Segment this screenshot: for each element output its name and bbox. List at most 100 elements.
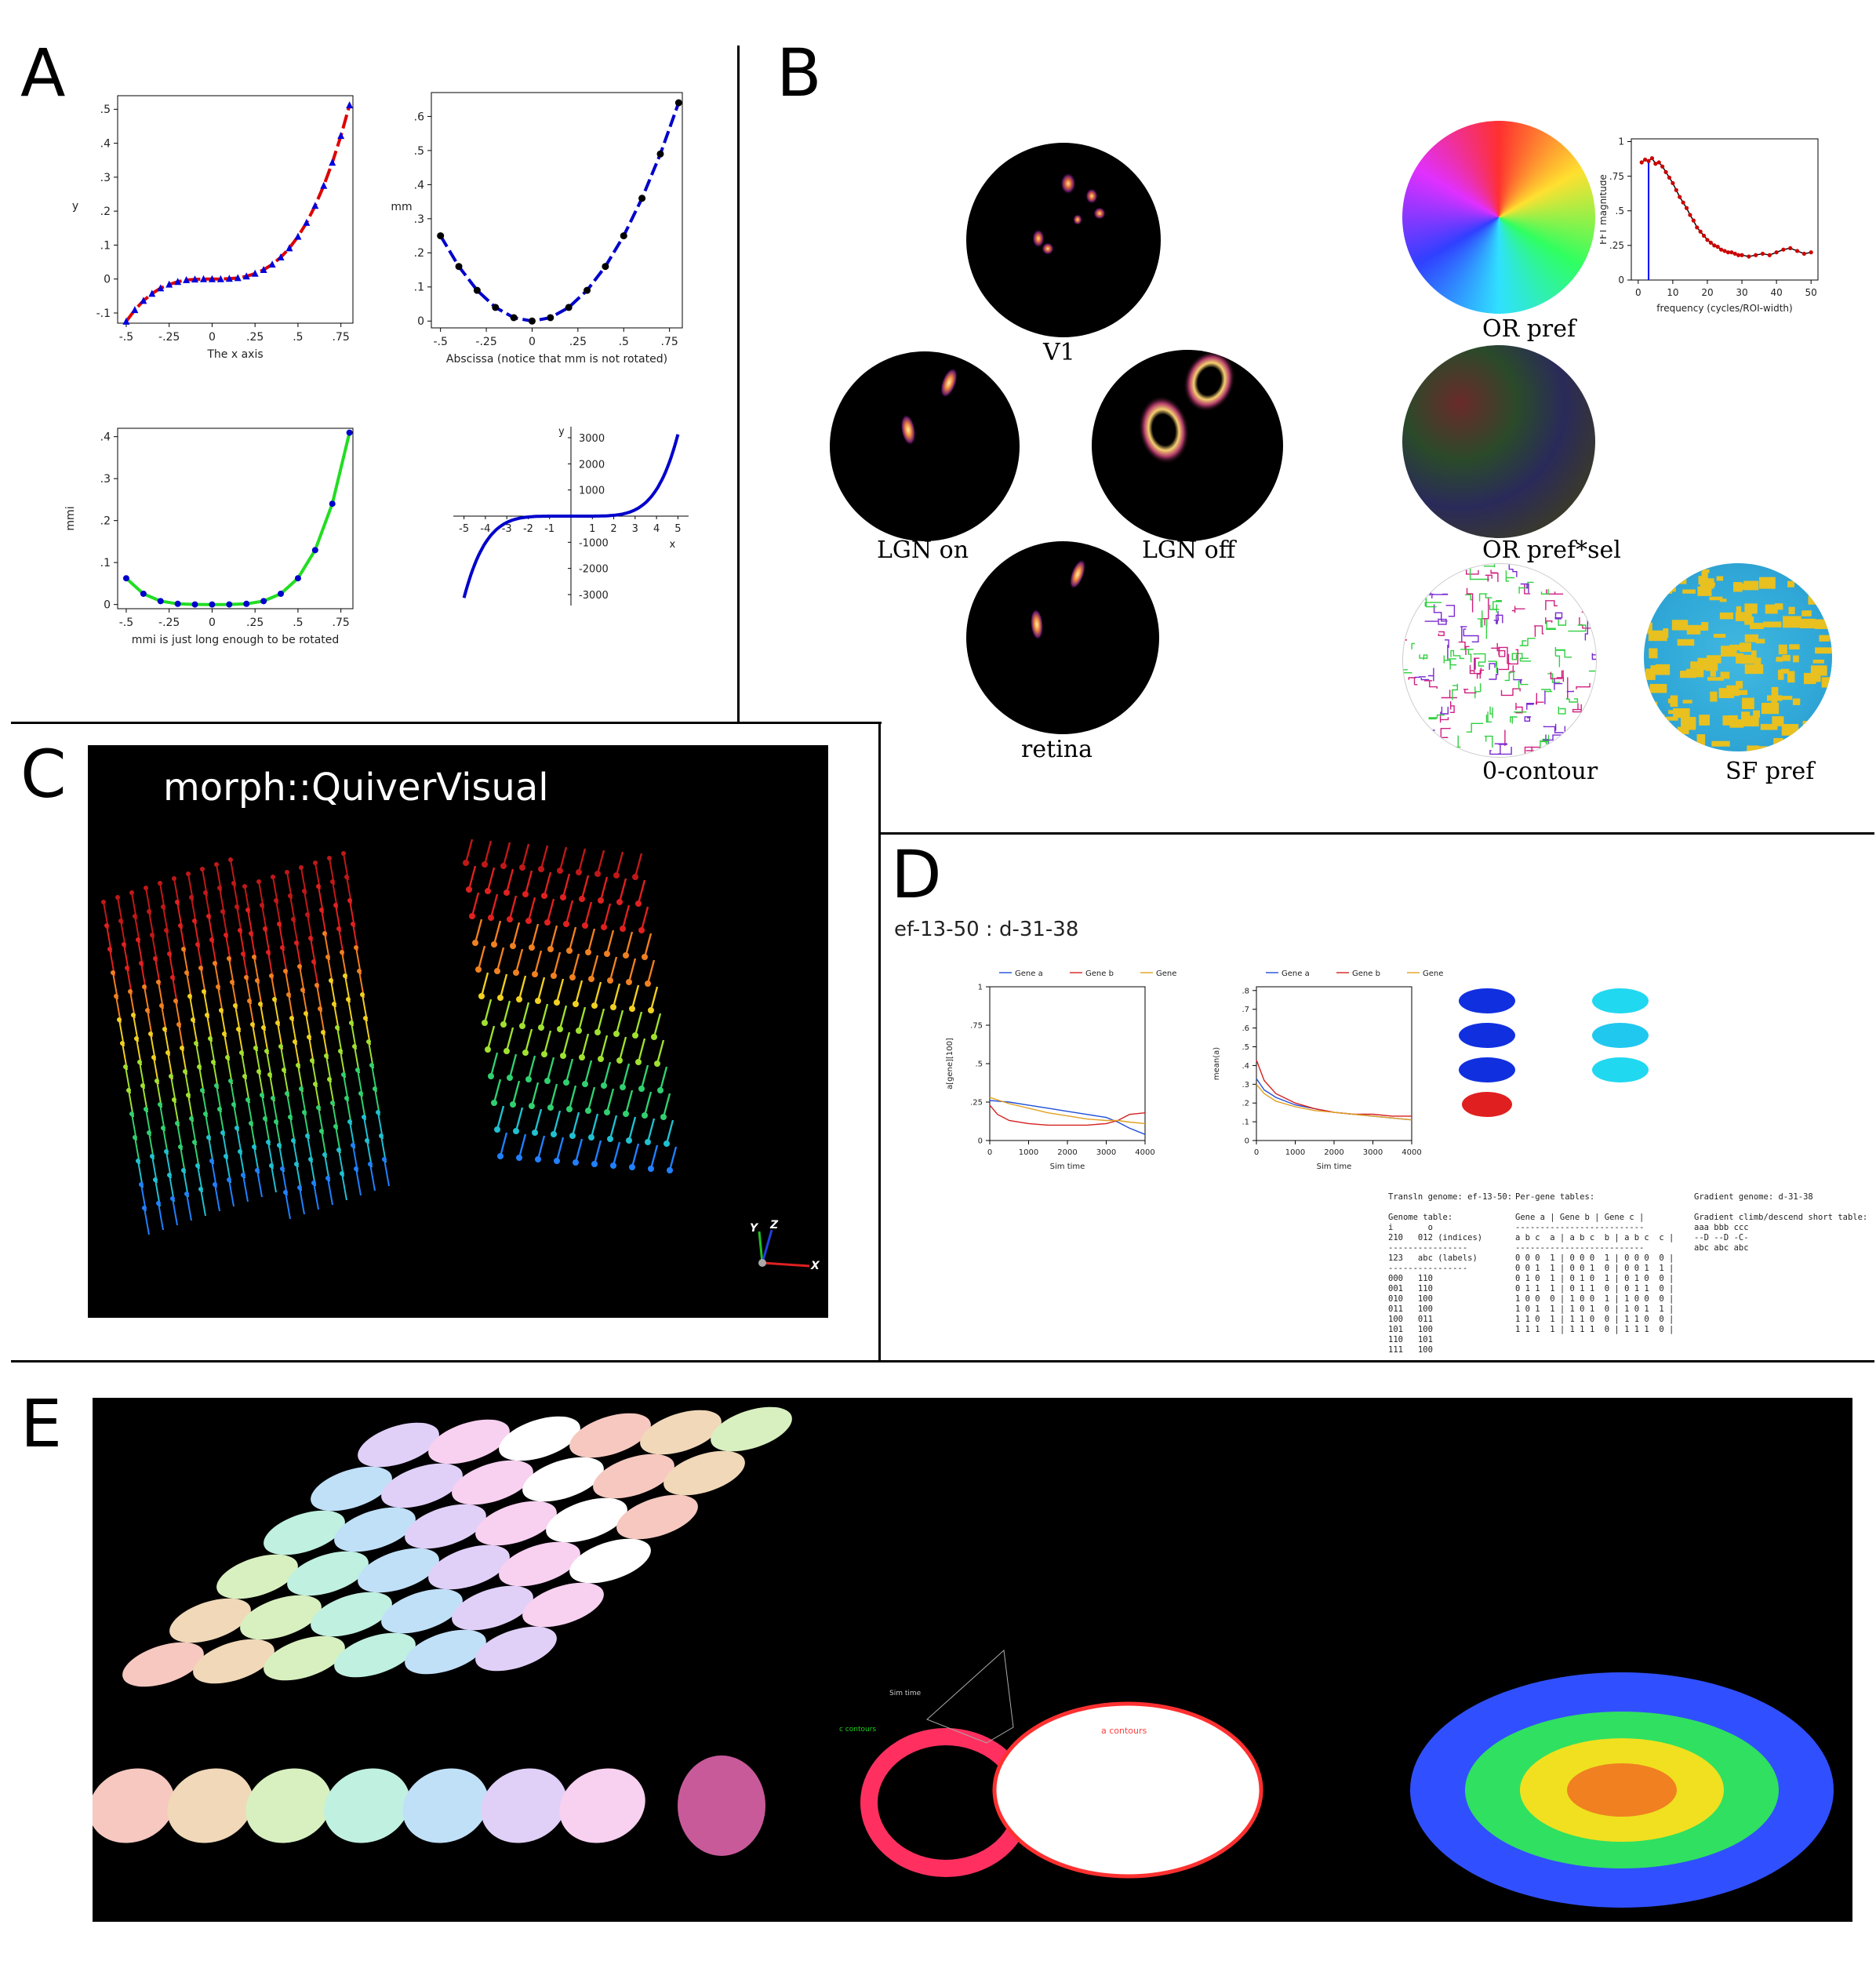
data-point [191,601,198,608]
quiver-head [170,1196,175,1201]
quiver-head [343,973,347,978]
contour-segment [1466,722,1484,733]
data-point [656,150,664,158]
data-point [602,263,609,271]
plot-frame [117,95,354,324]
sf-patch [1658,726,1673,736]
quiver-head [544,1078,551,1084]
y-tick-label: 2000 [579,459,605,471]
data-point [1656,160,1661,165]
contour-segment [1511,606,1525,613]
y-axis-label: FFT magnitude [1600,174,1609,245]
legend-entry: Gene b [1085,970,1114,978]
sf-patch [1747,745,1759,751]
quiver-arrow [637,1038,646,1063]
quiver-head [510,943,516,949]
quiver-arrow [144,1207,150,1235]
data-point [1646,158,1651,163]
quiver-head [316,1105,321,1110]
surface-ellipse [287,1551,369,1596]
quiver-head [184,1192,189,1196]
quiver-head [566,948,573,954]
quiver-arrow [643,1091,653,1116]
quiver-head [638,927,645,933]
quiver-head [626,1137,632,1144]
quiver-arrow [624,1090,634,1115]
sf-patch [1696,734,1706,746]
sf-patch [1760,723,1778,730]
surface-ellipse [593,1453,674,1499]
quiver-arrow [502,842,511,867]
data-point [294,575,301,582]
contour-segment [1500,688,1521,697]
data-point [638,195,646,202]
quiver-head [238,928,242,933]
quiver-head [513,1128,519,1134]
quiver-head [289,1016,294,1021]
surface-ellipse [402,1768,489,1843]
contour-segment [1578,588,1586,603]
quiver-head [616,1057,623,1064]
divider-b-d [880,832,1874,835]
y-tick-label: .2 [100,206,111,218]
quiver-head [186,871,191,876]
y-axis-label: y [558,426,565,438]
quiver-head [195,942,200,947]
quiver-head [368,1162,373,1166]
vector-disc [1567,1763,1677,1817]
data-point [294,232,302,240]
quiver-head [522,891,529,897]
y-tick-label: .5 [100,104,111,116]
contour-segment [1465,569,1479,575]
sf-patch [1645,725,1663,731]
quiver-head [365,1138,369,1143]
surface-ellipse [240,1595,322,1640]
contour-segment [1511,653,1523,660]
sf-patch [1783,616,1801,628]
contour-segment [1584,715,1590,726]
quiver-head [176,1022,181,1027]
data-point [191,275,199,283]
quiver-head [294,940,299,945]
quiver-head [159,1003,164,1008]
data-point [1643,157,1648,162]
x-tick-label: -4 [480,523,490,535]
quiver-head [491,1100,497,1106]
data-point [311,202,319,209]
quiver-arrow [590,955,599,980]
quiver-arrow [355,1168,362,1196]
quiver-arrow [558,1005,568,1030]
sf-patch [1773,737,1783,747]
surface-ellipse [428,1544,510,1590]
y-tick-label: .75 [970,1022,983,1031]
data-point [208,275,216,282]
sf-patch [1759,577,1776,589]
quiver-head [325,1176,330,1181]
x-tick-label: 1000 [1019,1148,1038,1157]
quiver-head [311,959,316,964]
quiver-head [341,1072,346,1077]
sf-patch [1772,716,1784,726]
quiver-head [209,937,214,942]
quiver-head [302,1110,307,1115]
contour-segment [1478,593,1492,602]
surface-ellipse [640,1410,722,1455]
quiver-arrow [634,1011,643,1036]
sf-patch [1741,711,1751,725]
data-point [1732,251,1737,256]
quiver-head [234,904,239,909]
quiver-arrow [214,1184,220,1212]
y-tick-label: .5 [414,145,424,158]
quiver-head [242,1074,247,1079]
quiver-head [178,923,183,928]
sf-patch [1710,691,1718,702]
series-line [125,432,351,606]
quiver-arrow [499,1132,508,1157]
quiver-head [313,1082,318,1086]
data-point [1801,251,1806,256]
y-tick-label: .4 [100,431,111,444]
surface-ellipse [546,1497,627,1543]
quiver-head [256,1069,261,1074]
quiver-head [173,999,178,1003]
data-point [455,263,463,271]
